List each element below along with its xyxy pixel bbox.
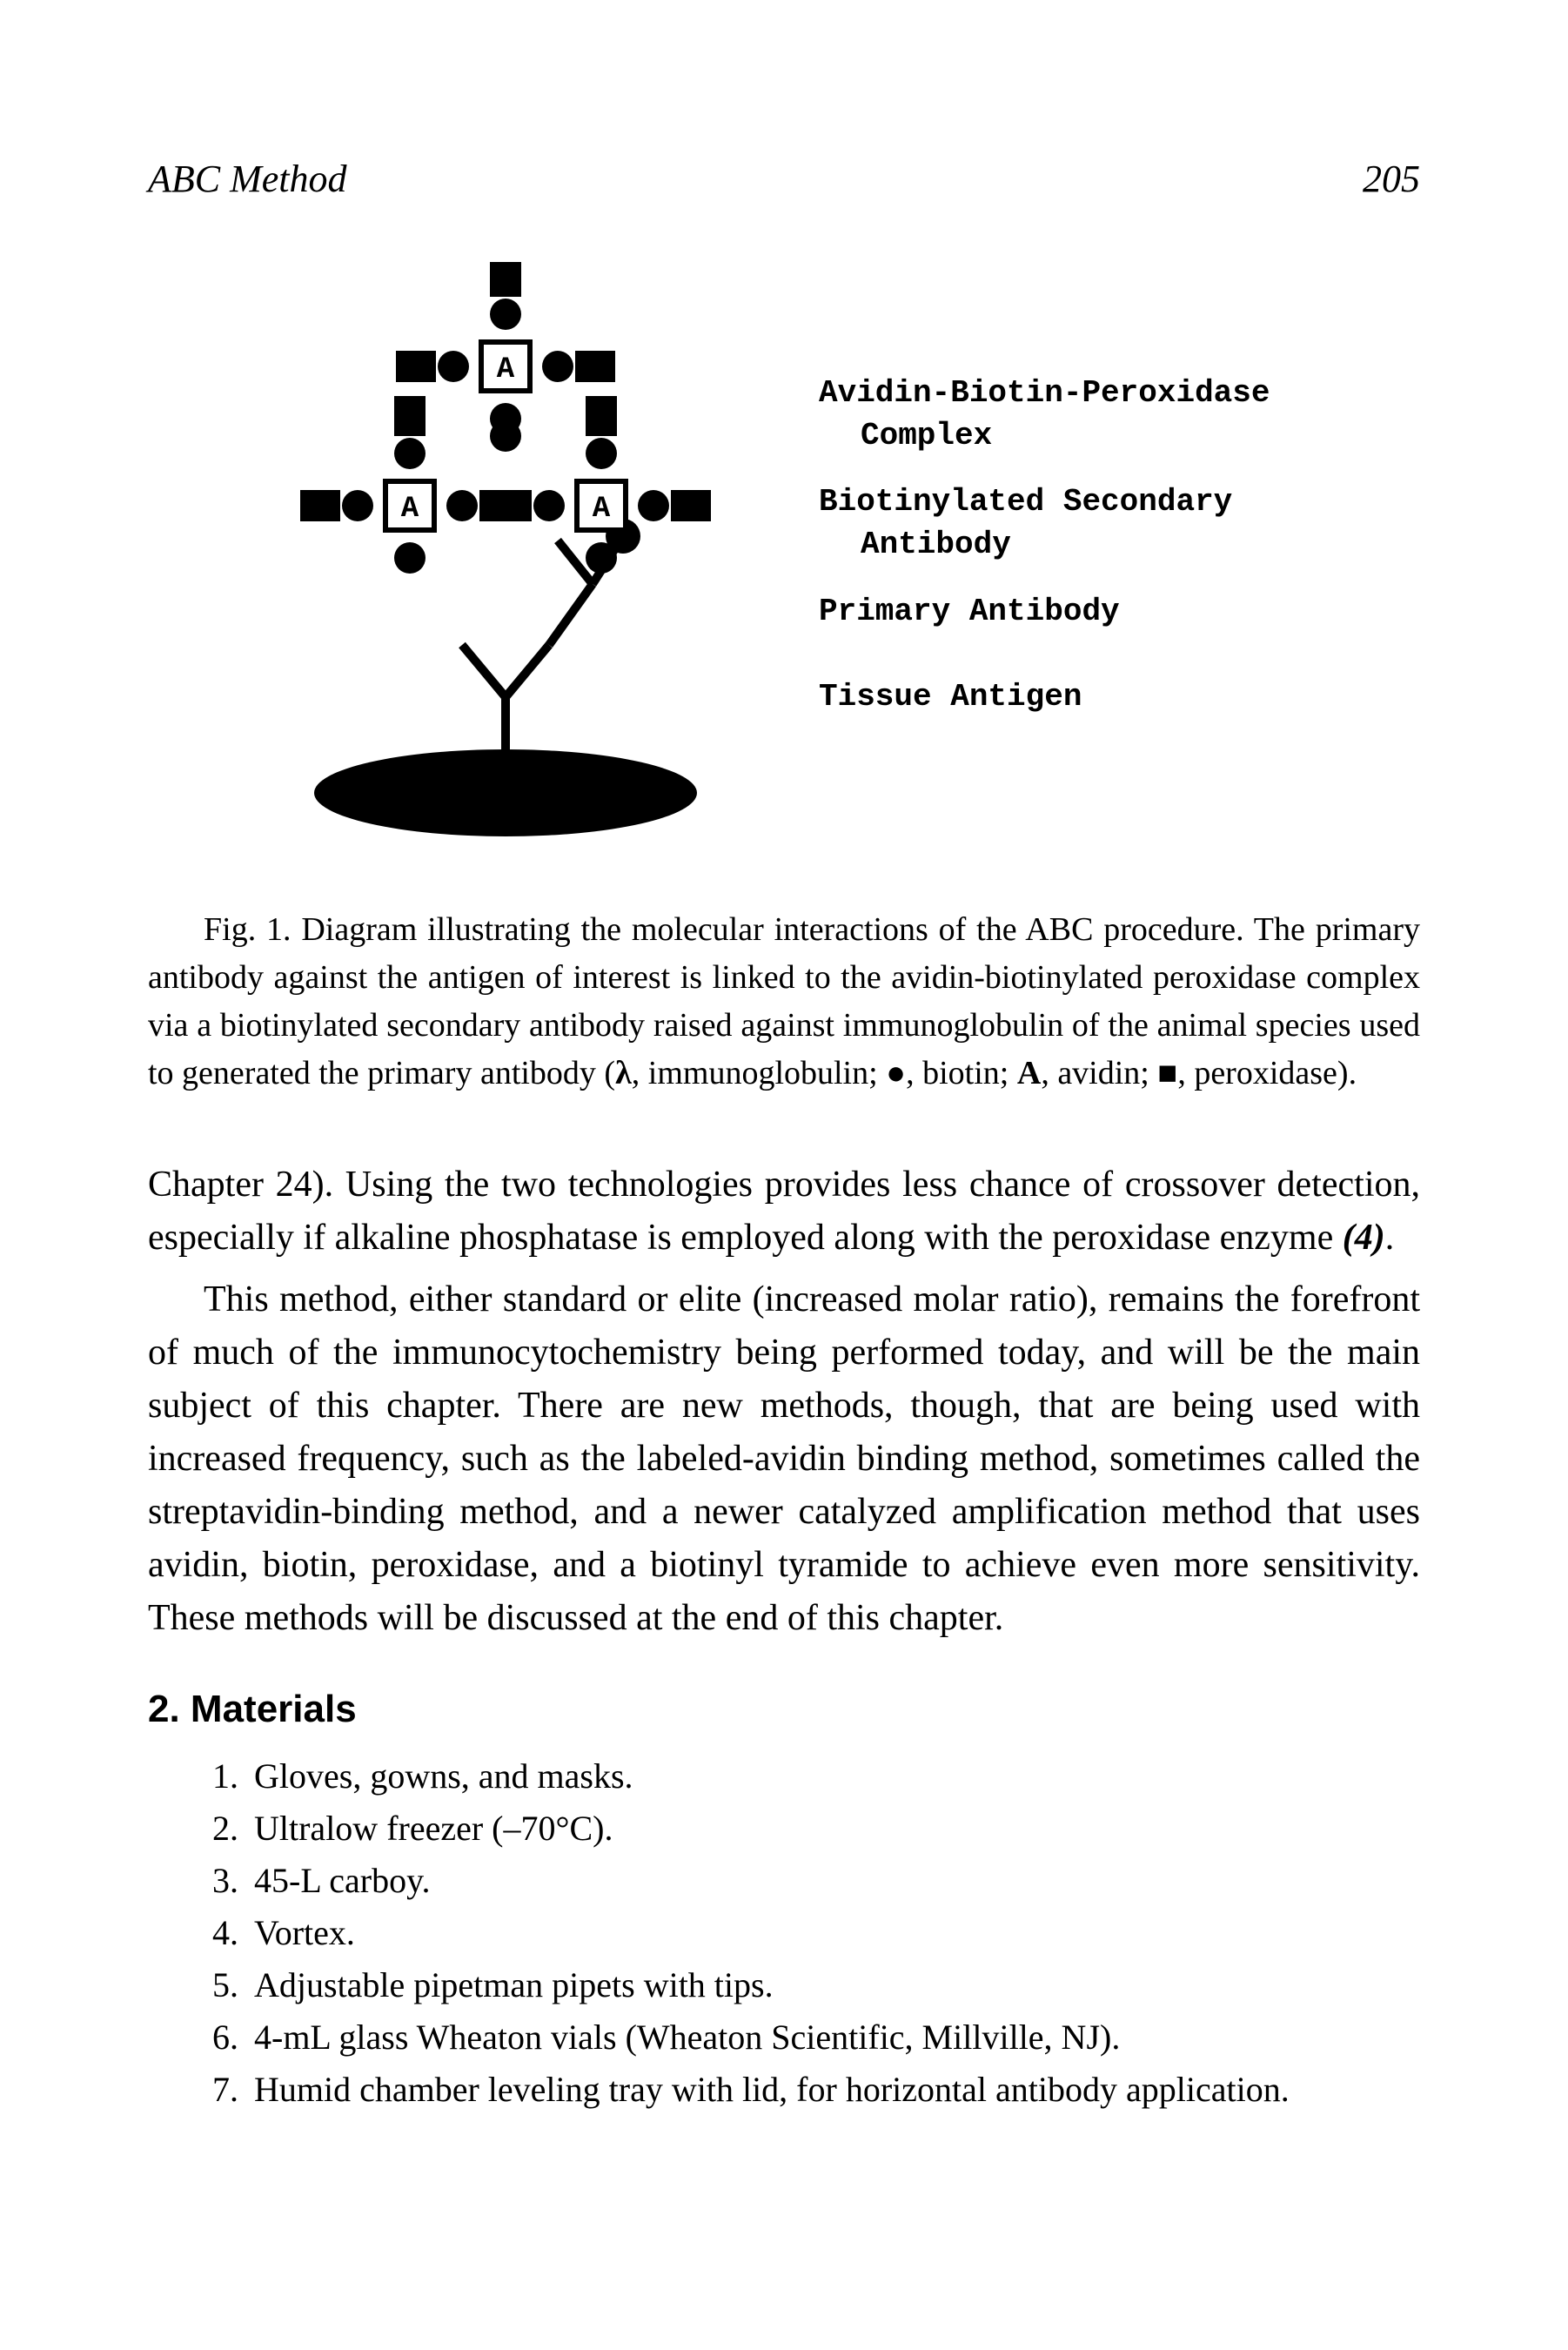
list-number: 5. (190, 1959, 254, 2011)
body-para-1: Chapter 24). Using the two technologies … (148, 1158, 1420, 1265)
caption-prefix: Fig. 1. (204, 911, 301, 948)
caption-sym-ig: λ (615, 1055, 632, 1091)
figure-row: A (279, 262, 1289, 854)
list-item: 4.Vortex. (190, 1907, 1420, 1959)
legend-complex-l2: Complex (819, 415, 1289, 458)
legend-primary: Primary Antibody (819, 591, 1289, 634)
legend-complex: Avidin-Biotin-Peroxidase Complex (819, 373, 1289, 457)
list-item: 6.4-mL glass Wheaton vials (Wheaton Scie… (190, 2011, 1420, 2064)
page-number: 205 (1363, 157, 1420, 201)
list-number: 4. (190, 1907, 254, 1959)
figure-legend: Avidin-Biotin-Peroxidase Complex Biotiny… (819, 373, 1289, 743)
caption-k1: , immunoglobulin; (632, 1055, 886, 1091)
caption-k2: , biotin; (906, 1055, 1017, 1091)
page: ABC Method 205 (0, 0, 1568, 2350)
list-number: 3. (190, 1855, 254, 1907)
legend-secondary: Biotinylated Secondary Antibody (819, 481, 1289, 566)
abc-complex-top (396, 262, 615, 434)
caption-k3: , avidin; (1041, 1055, 1157, 1091)
body-p1-ref: (4) (1343, 1218, 1385, 1258)
body-para-2: This method, either standard or elite (i… (148, 1273, 1420, 1644)
figure-1: A (148, 262, 1420, 854)
list-number: 7. (190, 2064, 254, 2116)
list-text: Adjustable pipetman pipets with tips. (254, 1959, 774, 2011)
abc-diagram: A (279, 262, 767, 854)
list-text: 45-L carboy. (254, 1855, 431, 1907)
list-item: 1.Gloves, gowns, and masks. (190, 1750, 1420, 1803)
abc-complex-right (492, 396, 711, 574)
caption-k4: , peroxidase). (1177, 1055, 1357, 1091)
materials-heading: 2. Materials (148, 1688, 1420, 1731)
list-number: 2. (190, 1803, 254, 1855)
materials-list: 1.Gloves, gowns, and masks. 2.Ultralow f… (148, 1750, 1420, 2116)
abc-complex-left (300, 396, 519, 574)
legend-complex-l1: Avidin-Biotin-Peroxidase (819, 373, 1289, 415)
list-number: 6. (190, 2011, 254, 2064)
running-head: ABC Method 205 (148, 157, 1420, 201)
legend-secondary-l1: Biotinylated Secondary (819, 481, 1289, 524)
body-p1b: . (1385, 1218, 1395, 1258)
legend-secondary-l2: Antibody (819, 524, 1289, 567)
list-item: 7.Humid chamber leveling tray with lid, … (190, 2064, 1420, 2116)
legend-antigen: Tissue Antigen (819, 676, 1289, 719)
header-left: ABC Method (148, 157, 347, 201)
list-text: Vortex. (254, 1907, 355, 1959)
list-text: Humid chamber leveling tray with lid, fo… (254, 2064, 1290, 2116)
list-text: 4-mL glass Wheaton vials (Wheaton Scient… (254, 2011, 1120, 2064)
caption-sym-avidin: A (1017, 1055, 1041, 1091)
figure-caption: Fig. 1. Diagram illustrating the molecul… (148, 906, 1420, 1098)
list-item: 5.Adjustable pipetman pipets with tips. (190, 1959, 1420, 2011)
list-item: 3.45-L carboy. (190, 1855, 1420, 1907)
body-p1a: Chapter 24). Using the two technologies … (148, 1165, 1420, 1258)
caption-sym-peroxidase: ■ (1157, 1055, 1177, 1091)
list-text: Gloves, gowns, and masks. (254, 1750, 633, 1803)
caption-sym-biotin: ● (886, 1055, 906, 1091)
biotin-link (490, 420, 521, 452)
list-item: 2.Ultralow freezer (–70°C). (190, 1803, 1420, 1855)
list-number: 1. (190, 1750, 254, 1803)
list-text: Ultralow freezer (–70°C). (254, 1803, 613, 1855)
